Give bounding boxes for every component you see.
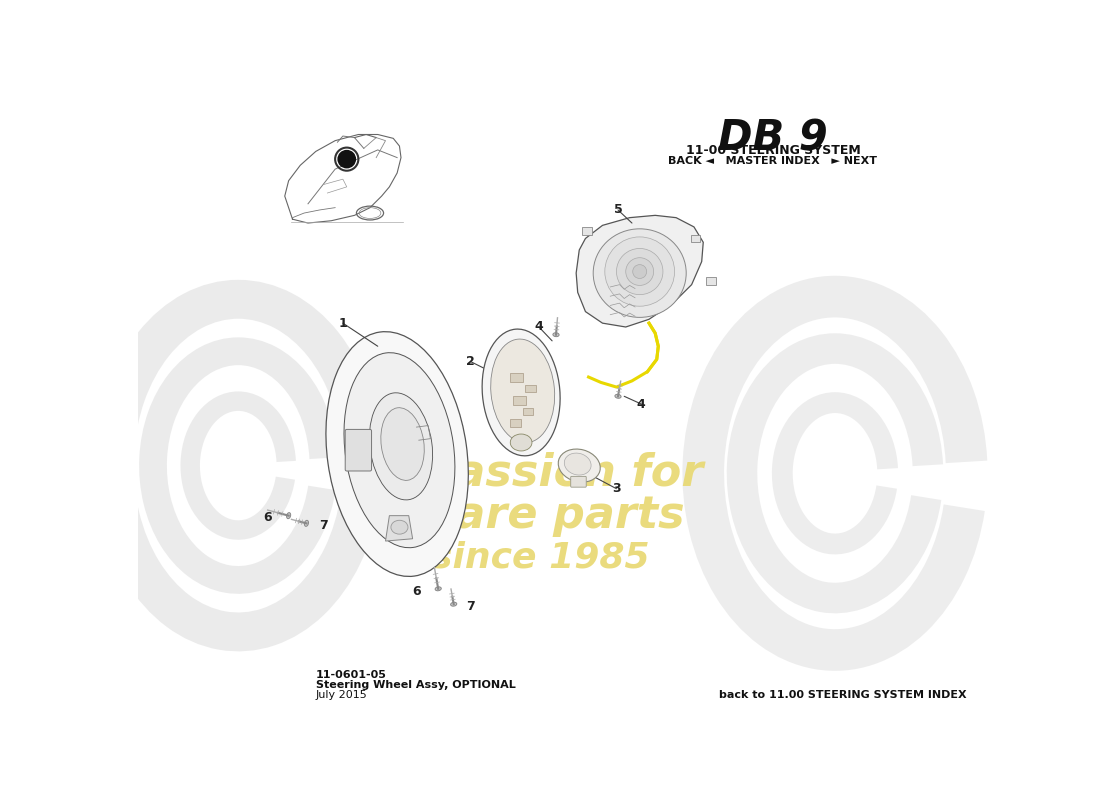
Text: since 1985: since 1985 (431, 541, 650, 575)
Ellipse shape (553, 333, 559, 337)
Ellipse shape (632, 265, 647, 278)
Ellipse shape (338, 150, 355, 168)
Ellipse shape (451, 602, 456, 606)
Text: DB 9: DB 9 (718, 118, 828, 159)
Text: back to 11.00 STEERING SYSTEM INDEX: back to 11.00 STEERING SYSTEM INDEX (719, 690, 967, 700)
Ellipse shape (605, 237, 674, 306)
Text: 6: 6 (263, 511, 272, 525)
Polygon shape (576, 215, 703, 327)
FancyBboxPatch shape (345, 430, 372, 471)
Ellipse shape (615, 394, 622, 398)
Ellipse shape (616, 249, 663, 294)
Ellipse shape (370, 393, 432, 500)
Text: 3: 3 (612, 482, 620, 495)
Ellipse shape (326, 332, 469, 577)
Text: 5: 5 (614, 203, 623, 217)
Text: July 2015: July 2015 (316, 690, 367, 700)
Text: 2: 2 (466, 355, 475, 368)
Text: 4: 4 (535, 321, 543, 334)
Ellipse shape (381, 408, 425, 480)
Bar (514, 396, 526, 405)
Ellipse shape (287, 513, 290, 518)
Ellipse shape (390, 520, 408, 534)
Bar (691, 234, 700, 242)
Bar (509, 373, 524, 382)
Text: 7: 7 (466, 600, 475, 613)
Ellipse shape (305, 520, 308, 526)
Text: BACK ◄   MASTER INDEX   ► NEXT: BACK ◄ MASTER INDEX ► NEXT (669, 156, 878, 166)
FancyBboxPatch shape (571, 476, 586, 487)
Bar (524, 408, 532, 414)
Text: Steering Wheel Assy, OPTIONAL: Steering Wheel Assy, OPTIONAL (316, 680, 516, 690)
Ellipse shape (482, 329, 560, 456)
Ellipse shape (344, 353, 455, 548)
Ellipse shape (491, 339, 554, 442)
Bar (582, 227, 592, 234)
Text: spare parts: spare parts (397, 494, 684, 537)
Ellipse shape (436, 587, 441, 590)
Text: 7: 7 (319, 519, 328, 532)
Text: a passion for: a passion for (377, 452, 703, 494)
Ellipse shape (564, 453, 591, 475)
Text: 6: 6 (412, 585, 421, 598)
Polygon shape (385, 516, 412, 541)
Ellipse shape (626, 258, 653, 286)
Bar (706, 277, 716, 285)
Text: 1: 1 (339, 317, 348, 330)
Text: 4: 4 (637, 398, 646, 410)
Ellipse shape (510, 434, 532, 451)
Bar (509, 419, 521, 427)
Bar (525, 385, 536, 393)
Text: 11-0601-05: 11-0601-05 (316, 670, 386, 680)
Text: 11-00 STEERING SYSTEM: 11-00 STEERING SYSTEM (685, 144, 860, 157)
Ellipse shape (593, 229, 686, 318)
Ellipse shape (558, 449, 601, 482)
